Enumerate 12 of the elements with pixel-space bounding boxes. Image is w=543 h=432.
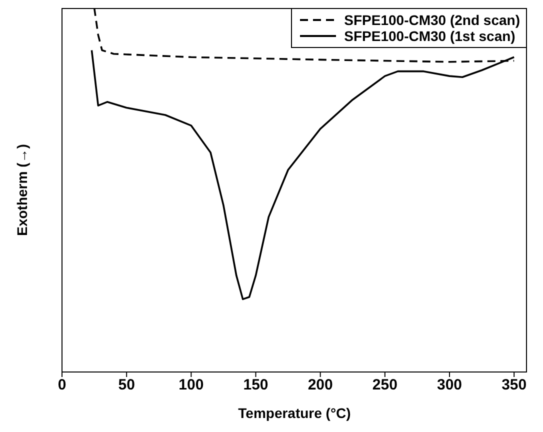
legend-label: SFPE100-CM30 (2nd scan) [344, 12, 520, 28]
x-tick-label: 250 [372, 376, 398, 394]
y-axis-title: Exotherm (→) [14, 144, 30, 236]
x-axis-title: Temperature (°C) [238, 405, 351, 421]
x-tick-label: 100 [178, 376, 204, 394]
x-tick-label: 0 [58, 376, 66, 394]
x-tick-label: 200 [308, 376, 333, 394]
x-tick-label: 50 [118, 376, 135, 394]
x-tick-label: 150 [243, 376, 268, 394]
x-tick-label: 300 [436, 376, 462, 394]
x-tick-label: 350 [502, 376, 527, 394]
legend-label: SFPE100-CM30 (1st scan) [344, 28, 516, 44]
